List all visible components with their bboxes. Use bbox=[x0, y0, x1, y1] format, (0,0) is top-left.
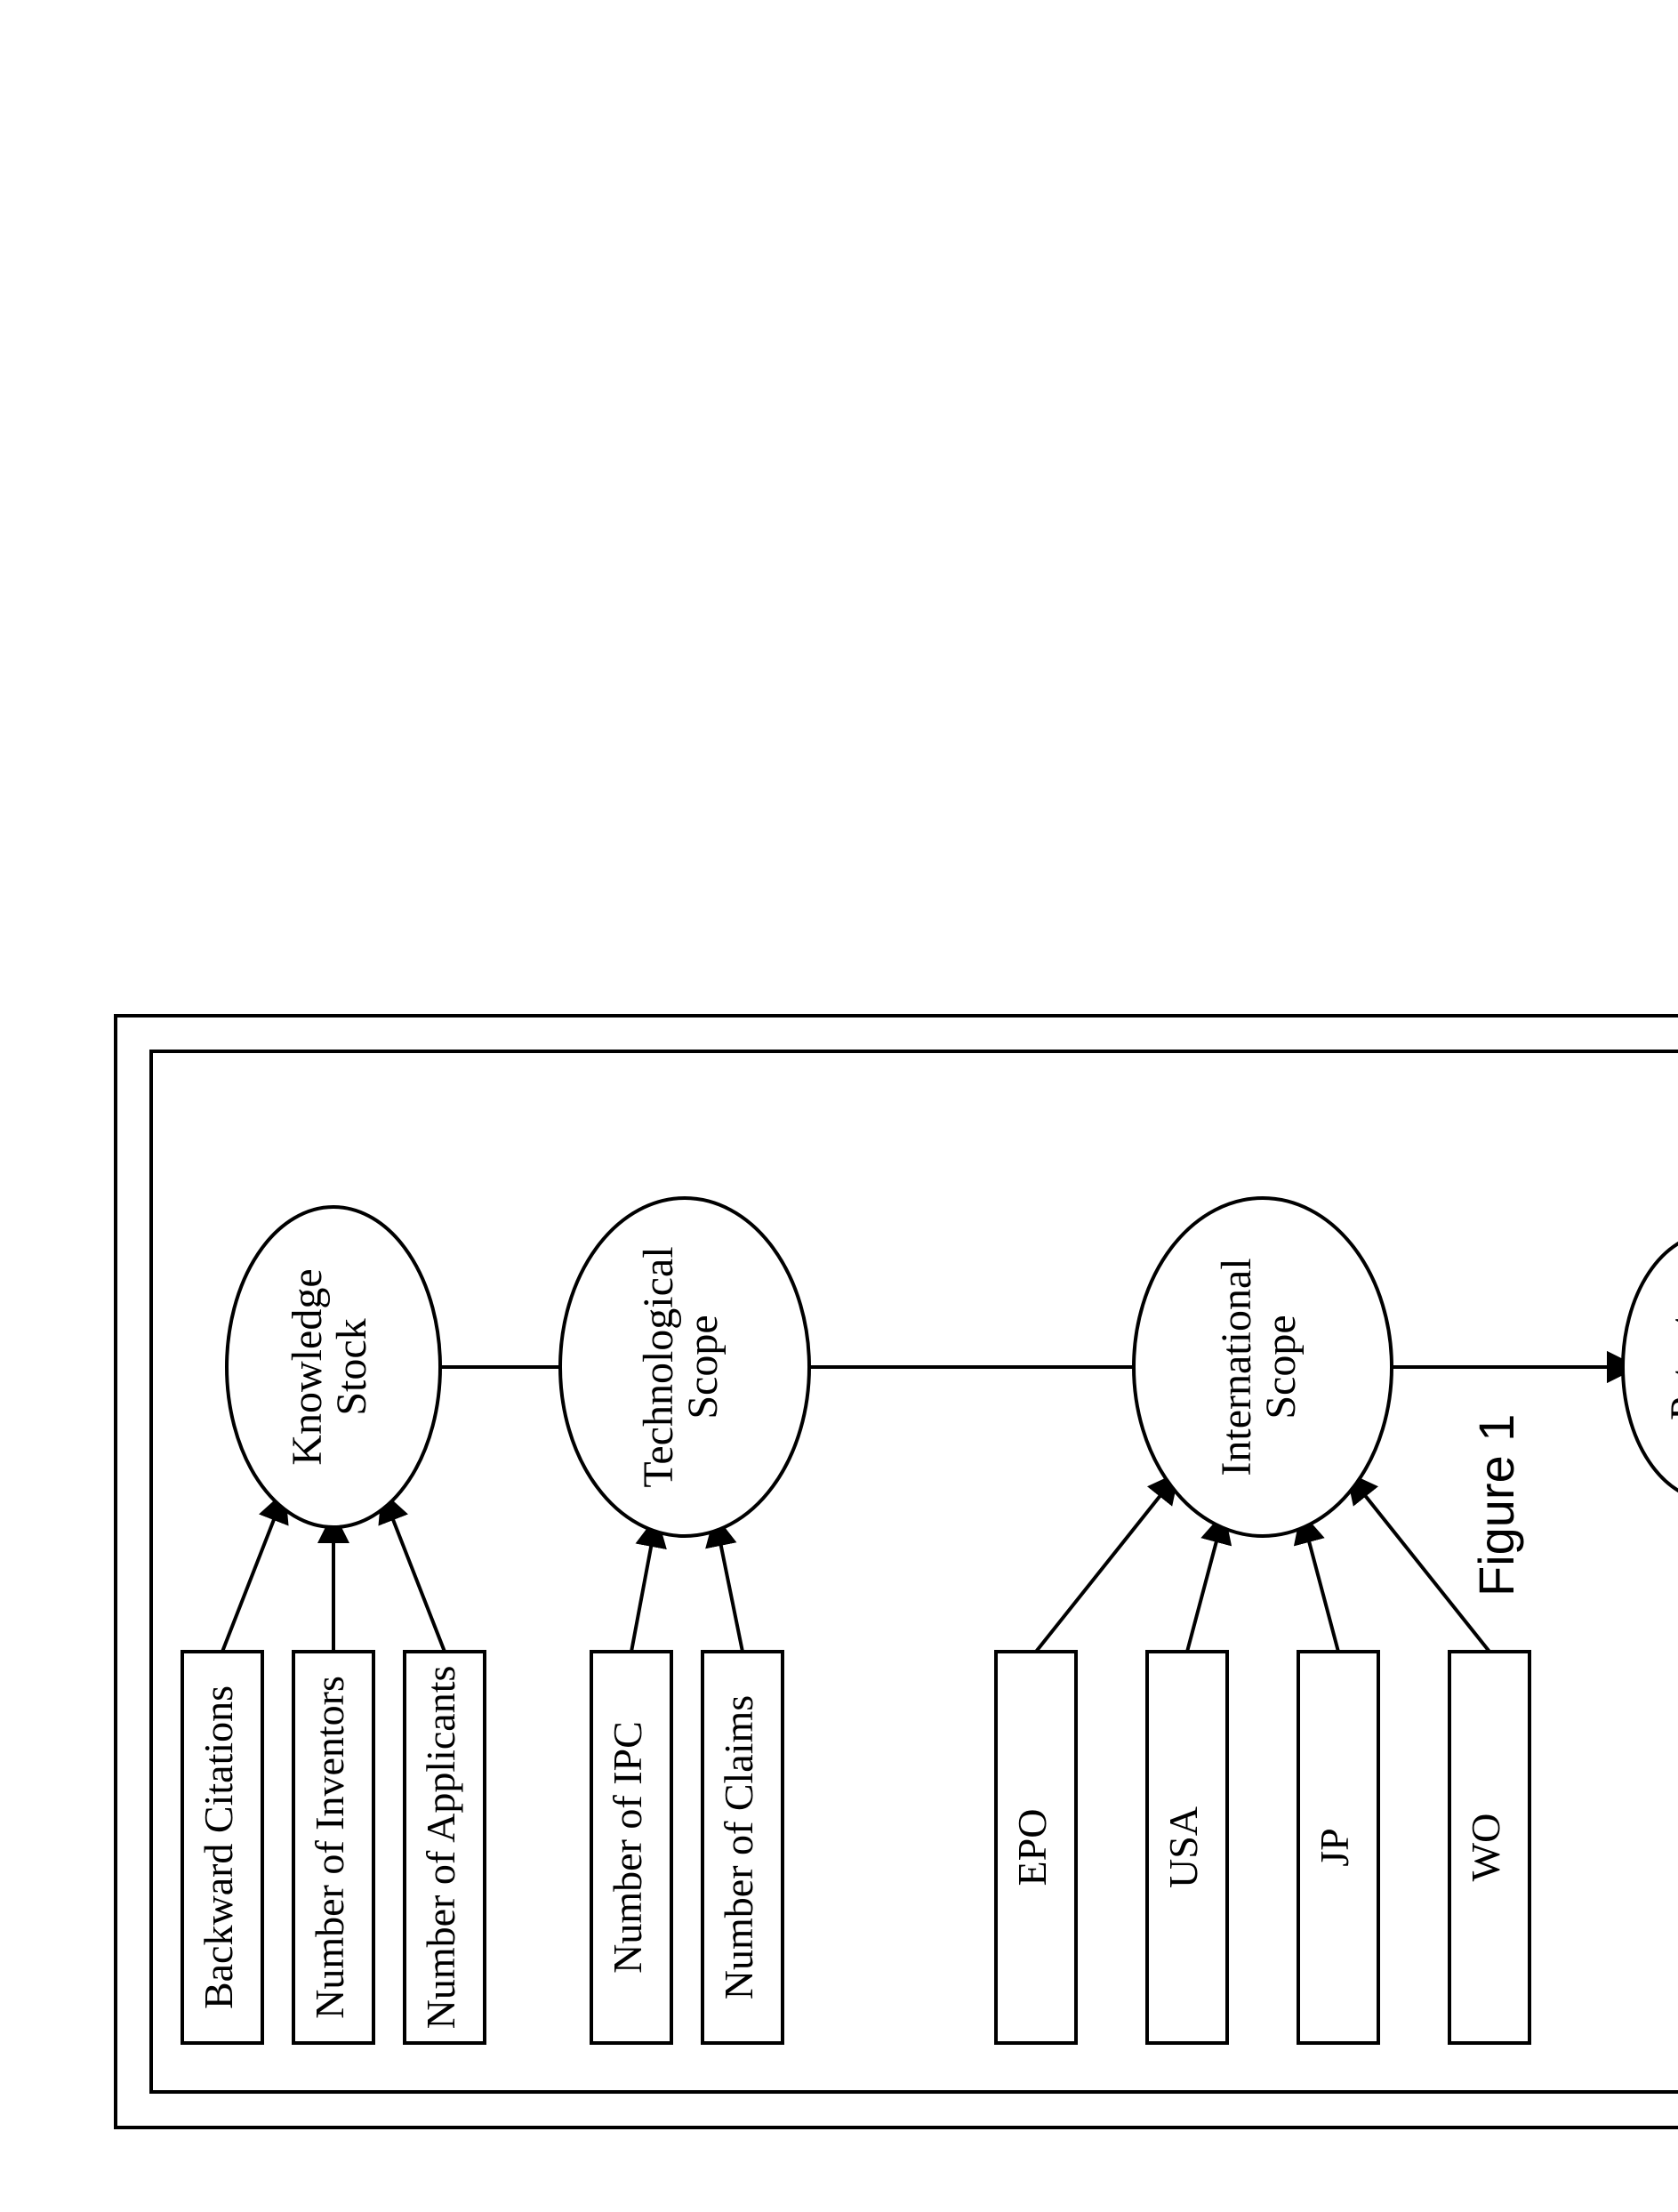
node-wo: WO bbox=[1449, 1652, 1529, 2043]
node-label-backward_cit: Backward Citations bbox=[196, 1685, 241, 2009]
node-knowledge: KnowledgeStock bbox=[227, 1207, 440, 1527]
node-label-epo: EPO bbox=[1009, 1809, 1055, 1886]
node-label-wo: WO bbox=[1463, 1814, 1508, 1882]
node-backward_cit: Backward Citations bbox=[182, 1652, 262, 2043]
node-usa: USA bbox=[1147, 1652, 1227, 2043]
node-epo: EPO bbox=[996, 1652, 1076, 2043]
edges-layer bbox=[222, 1246, 1678, 1652]
figure-page: Backward Citations Number of Inventors Num… bbox=[0, 0, 1678, 2212]
diagram-svg: Backward Citations Number of Inventors Num… bbox=[0, 0, 1678, 2212]
nodes-layer: Backward Citations Number of Inventors Num… bbox=[182, 1038, 1678, 2043]
edge-backward_cit-to-knowledge bbox=[222, 1505, 279, 1652]
node-num_claims: Number of Claims bbox=[703, 1652, 783, 2043]
node-label-usa: USA bbox=[1160, 1806, 1206, 1888]
node-label-num_ipc: Number of IPC bbox=[605, 1721, 650, 1974]
node-patent_value: PatentValue bbox=[1623, 1234, 1678, 1500]
edge-num_ipc-to-tech_scope bbox=[631, 1531, 654, 1652]
node-num_applicants: Number of Applicants bbox=[405, 1652, 485, 2043]
node-intl_scope: InternationalScope bbox=[1134, 1198, 1392, 1536]
node-num_ipc: Number of IPC bbox=[591, 1652, 671, 2043]
node-label-num_inventors: Number of Inventors bbox=[307, 1676, 352, 2019]
edge-num_applicants-to-knowledge bbox=[388, 1505, 445, 1652]
node-jp: JP bbox=[1298, 1652, 1378, 2043]
node-num_inventors: Number of Inventors bbox=[293, 1652, 373, 2043]
node-tech_scope: TechnologicalScope bbox=[560, 1198, 809, 1536]
node-label-patent_value: PatentValue bbox=[1662, 1313, 1678, 1420]
figure-caption: Figure 1 bbox=[1467, 1414, 1525, 1597]
node-label-jp: JP bbox=[1312, 1828, 1357, 1866]
edge-jp-to-intl_scope bbox=[1305, 1526, 1338, 1652]
edge-epo-to-intl_scope bbox=[1036, 1484, 1169, 1652]
node-label-num_applicants: Number of Applicants bbox=[418, 1666, 463, 2030]
edge-num_claims-to-tech_scope bbox=[718, 1530, 743, 1652]
node-label-num_claims: Number of Claims bbox=[716, 1695, 761, 1999]
edge-usa-to-intl_scope bbox=[1187, 1526, 1220, 1652]
